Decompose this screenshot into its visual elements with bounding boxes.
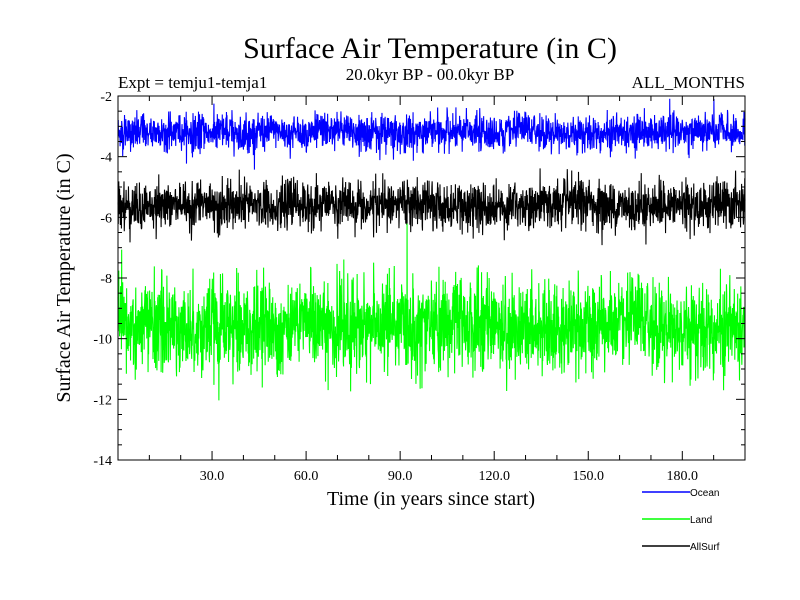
x-tick-label: 180.0 [667, 469, 699, 484]
experiment-label: Expt = temju1-temja1 [118, 73, 267, 92]
tick-layer: 30.0 60.0 90.0 120.0 150.0 180.0 -2 -4 -6 -8 -10 -1… [93, 90, 745, 484]
series-line-land [117, 223, 746, 401]
chart-title: Surface Air Temperature (in C) [243, 32, 617, 65]
x-tick-label: 120.0 [478, 469, 510, 484]
months-label: ALL_MONTHS [632, 73, 745, 92]
chart-subtitle: 20.0kyr BP - 00.0kyr BP [346, 65, 514, 84]
x-tick-label: 150.0 [573, 469, 605, 484]
plot-frame [117, 95, 746, 461]
y-tick-label: -14 [93, 454, 112, 469]
y-tick-label: -2 [100, 90, 112, 105]
legend-label-land: Land [690, 515, 712, 526]
y-tick-label: -6 [100, 211, 112, 226]
y-axis-label: Surface Air Temperature (in C) [53, 153, 75, 402]
legend: Ocean Land AllSurf [642, 488, 720, 553]
y-tick-label: -4 [100, 151, 112, 166]
legend-label-allsurf: AllSurf [690, 542, 720, 553]
series-line-allsurf [117, 168, 746, 246]
y-tick-label: -10 [93, 333, 112, 348]
x-axis-label: Time (in years since start) [327, 488, 535, 510]
x-tick-label: 90.0 [388, 469, 413, 484]
legend-label-ocean: Ocean [690, 488, 719, 499]
series-line-ocean [117, 98, 746, 170]
series-layer [117, 98, 746, 401]
y-tick-label: -8 [100, 272, 112, 287]
x-tick-label: 60.0 [294, 469, 319, 484]
y-tick-label: -12 [93, 393, 112, 408]
x-tick-label: 30.0 [200, 469, 225, 484]
